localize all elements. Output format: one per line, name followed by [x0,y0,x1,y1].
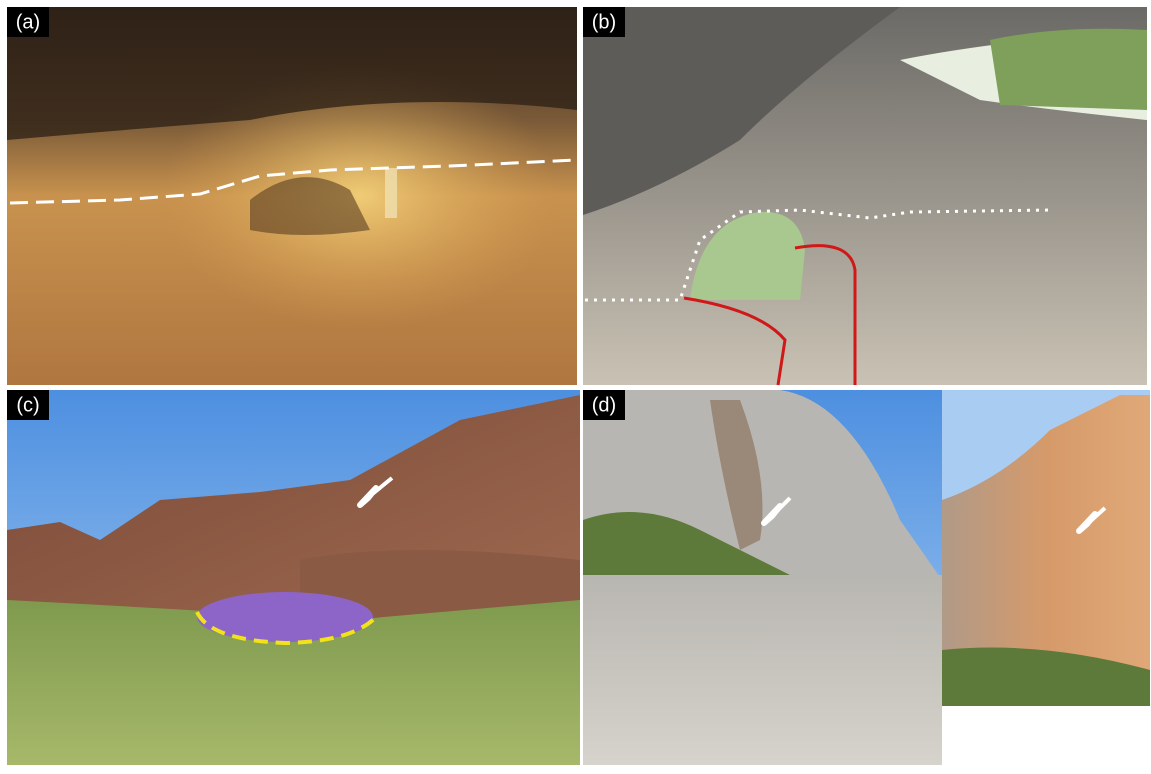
panel-a [7,7,577,385]
panel-label: (b) [592,11,616,33]
figure: (a) (b) (c) (d) [0,0,1151,769]
panel-b [583,7,1147,385]
panel-d [583,390,1150,765]
panel-c [7,390,580,765]
panel-label: (a) [16,11,40,33]
panel-label: (d) [592,394,616,416]
panel-label: (c) [16,394,39,416]
